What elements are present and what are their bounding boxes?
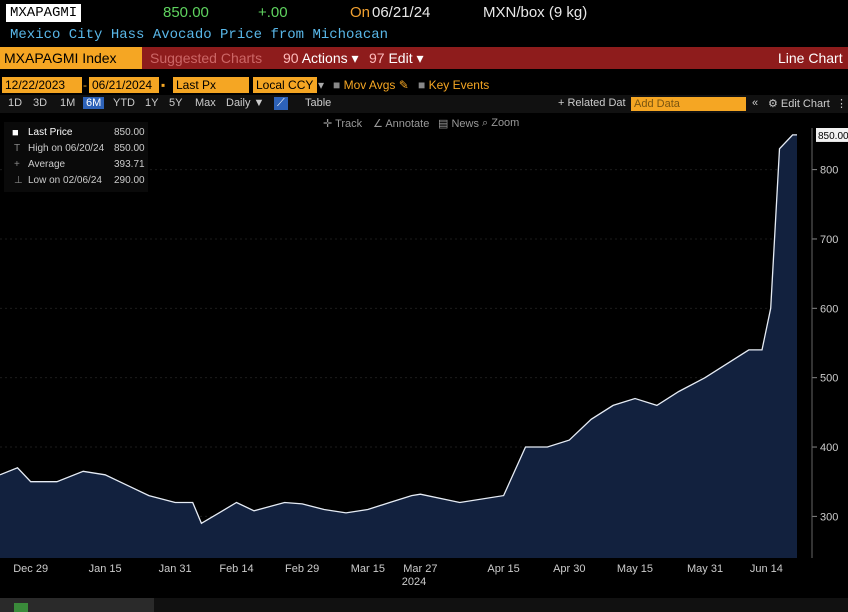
legend-average-label: Average [28, 159, 66, 170]
y-tick-label: 300 [820, 511, 838, 523]
y-tick-label: 600 [820, 303, 838, 315]
y-tick-label: 800 [820, 165, 838, 177]
y-axis: 300 400 500 600 700 800 [811, 128, 838, 558]
legend-low-value: 290.00 [114, 175, 145, 186]
annotate-tool[interactable]: ∠ Annotate [373, 118, 430, 130]
last-price-label: 850.00 [816, 128, 848, 142]
legend-high-value: 850.00 [114, 143, 145, 154]
end-date-field[interactable]: 06/21/2024 [89, 77, 159, 93]
range-tab-5y[interactable]: 5Y [169, 97, 183, 109]
table-button[interactable]: Table [305, 97, 332, 109]
legend-low-label: Low on 02/06/24 [28, 175, 102, 186]
news-tool[interactable]: ▤ News [438, 118, 479, 130]
x-tick-label: Jan 15 [89, 563, 122, 575]
y-tick-label: 400 [820, 442, 838, 454]
chart-controls: 12/22/2023 - 06/21/2024 ▪ Last Px Local … [0, 75, 848, 95]
status-bar [0, 598, 848, 612]
range-tab-1y[interactable]: 1Y [145, 97, 159, 109]
key-events-toggle[interactable]: ■ Key Events [418, 78, 490, 92]
track-tool[interactable]: ✛ Track [323, 118, 363, 130]
x-tick-label: Feb 29 [285, 563, 319, 575]
x-tick-label: Feb 14 [219, 563, 253, 575]
low-marker-icon: ⊥ [14, 175, 23, 186]
zoom-tool[interactable]: ⌕ Zoom [482, 117, 520, 129]
date-separator: - [83, 78, 87, 92]
y-tick-label: 500 [820, 373, 838, 385]
legend-high-label: High on 06/20/24 [28, 143, 105, 154]
chart-legend: ■ Last Price 850.00 T High on 06/20/24 8… [4, 122, 148, 192]
chart-title: Line Chart [778, 50, 843, 66]
mov-avgs-toggle[interactable]: ■ Mov Avgs ✎ [333, 78, 409, 92]
price-date: 06/21/24 [372, 4, 431, 21]
range-tab-6m[interactable]: 6M [83, 97, 105, 109]
x-tick-label: Apr 15 [487, 563, 519, 575]
edit-menu[interactable]: 97 Edit ▾ [369, 50, 424, 66]
average-marker-icon: + [14, 159, 20, 170]
more-options-icon[interactable]: ⋮ [836, 98, 847, 110]
related-data-button[interactable]: + Related Dat [558, 97, 626, 109]
range-toolbar: 1D 3D 1M 6M YTD 1Y 5Y Max Daily ▼ ⟋ Tabl… [0, 95, 848, 113]
frequency-select[interactable]: Daily ▼ [226, 97, 265, 109]
range-tab-1d[interactable]: 1D [8, 97, 23, 109]
x-axis: Dec 29 Jan 15 Jan 31 Feb 14 Feb 29 Mar 15 Mar … [13, 563, 783, 588]
x-year-label: 2024 [402, 576, 426, 588]
status-marker [14, 603, 28, 612]
security-input[interactable]: MXAPAGMI Index [0, 47, 142, 69]
x-tick-label: Apr 30 [553, 563, 585, 575]
security-description: Mexico City Hass Avocado Price from Mich… [10, 27, 389, 43]
add-data-input[interactable]: Add Data [631, 97, 746, 111]
x-tick-label: Jan 31 [159, 563, 192, 575]
currency-dropdown-icon[interactable]: ▾ [318, 78, 325, 92]
calendar-icon[interactable]: ▪ [161, 78, 166, 92]
price-line [0, 134, 797, 525]
ticker-symbol[interactable]: MXAPAGMI [6, 4, 82, 22]
checkbox-icon: ■ [418, 78, 429, 92]
actions-menu[interactable]: 90 Actions ▾ [283, 50, 359, 66]
last-price-legend-icon: ■ [12, 127, 19, 139]
range-tab-max[interactable]: Max [195, 97, 216, 109]
last-value-text: 850.00 [818, 131, 848, 142]
status-segment [0, 598, 154, 612]
range-tab-ytd[interactable]: YTD [113, 97, 135, 109]
x-tick-label: May 31 [687, 563, 723, 575]
x-tick-label: Dec 29 [13, 563, 48, 575]
actions-number-icon: 90 [283, 50, 302, 66]
range-tab-1m[interactable]: 1M [60, 97, 76, 109]
range-tab-3d[interactable]: 3D [33, 97, 48, 109]
start-date-field[interactable]: 12/22/2023 [2, 77, 82, 93]
suggested-charts-menu[interactable]: Suggested Charts [150, 50, 263, 66]
price-chart[interactable]: 300 400 500 600 700 800 Dec 29 Jan 15 Jan 31 Feb… [0, 128, 848, 598]
price-units: MXN/box (9 kg) [483, 4, 588, 21]
price-area [0, 134, 797, 558]
last-value-box [816, 128, 848, 142]
legend-last-label: Last Price [28, 127, 73, 138]
y-tick-label: 700 [820, 234, 838, 246]
legend-average-value: 393.71 [114, 159, 145, 170]
price-change: +.00 [258, 4, 288, 21]
security-description-bar: Mexico City Hass Avocado Price from Mich… [0, 26, 848, 46]
price-field-select[interactable]: Last Px [173, 77, 249, 93]
checkbox-icon: ■ [333, 78, 344, 92]
edit-chart-button[interactable]: ⚙ Edit Chart [768, 98, 830, 110]
x-tick-label: Jun 14 [750, 563, 783, 575]
command-bar: MXAPAGMI Index Suggested Charts 90 Actio… [0, 47, 848, 69]
currency-select[interactable]: Local CCY [253, 77, 317, 93]
chart-type-icon[interactable]: ⟋ [274, 97, 288, 110]
x-tick-label: May 15 [617, 563, 653, 575]
x-tick-label: Mar 27 [403, 563, 437, 575]
last-price: 850.00 [163, 4, 209, 21]
collapse-icon[interactable]: « [752, 97, 759, 109]
x-tick-label: Mar 15 [351, 563, 385, 575]
legend-last-value: 850.00 [114, 127, 145, 138]
security-header-bar: MXAPAGMI 850.00 +.00 On 06/21/24 MXN/box… [0, 0, 848, 26]
high-marker-icon: T [14, 143, 21, 154]
date-prefix: On [350, 4, 371, 21]
edit-number-icon: 97 [369, 50, 389, 66]
